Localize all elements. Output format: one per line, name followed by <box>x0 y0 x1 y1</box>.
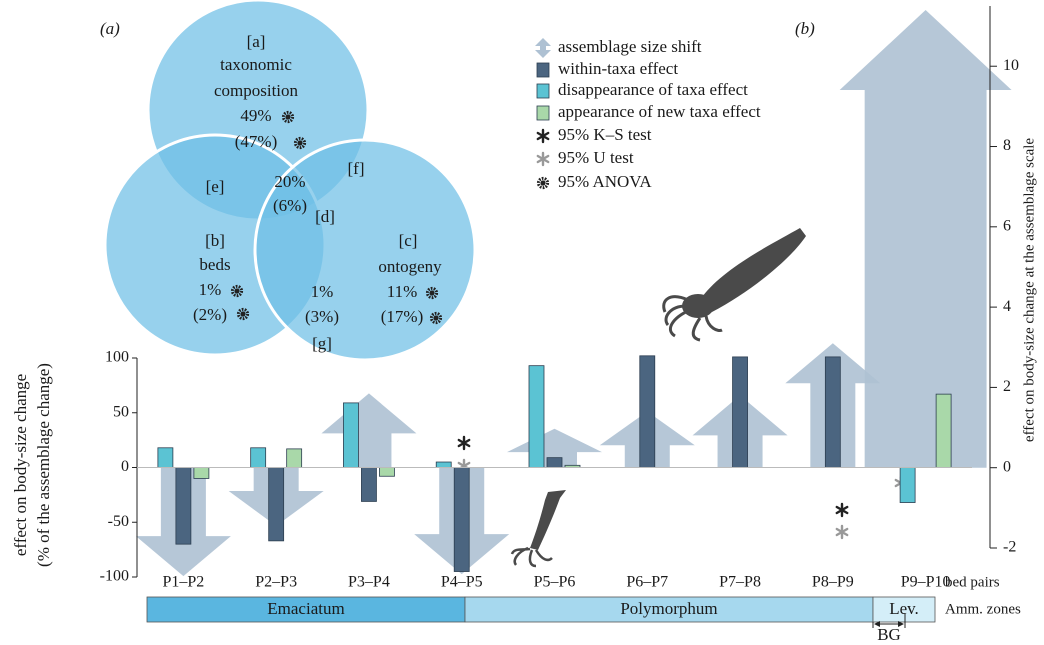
y-tick-label: 0 <box>121 458 129 475</box>
zone-label: Polymorphum <box>620 599 717 618</box>
x-tick-label: P8–P9 <box>812 574 854 591</box>
significance-star <box>837 526 847 538</box>
zone-label: Lev. <box>889 599 919 618</box>
bar <box>287 449 302 468</box>
x-tick-label: P7–P8 <box>719 574 761 591</box>
x-tick-label: P4–P5 <box>441 574 483 591</box>
venn-set-name: composition <box>214 81 299 100</box>
bar <box>936 394 951 467</box>
bar <box>900 468 915 503</box>
panel-label: (a) <box>100 19 120 38</box>
legend: 95% K–S test 95% U test 95% ANOVA assemb… <box>535 37 761 191</box>
bar <box>269 468 284 541</box>
bar <box>158 448 173 468</box>
venn-percent: (6%) <box>273 196 307 215</box>
legend-swatch <box>537 84 549 98</box>
bar <box>640 356 655 468</box>
venn-tag: [f] <box>348 159 365 178</box>
y-tick-label: 100 <box>105 349 129 366</box>
venn-percent: (3%) <box>305 307 339 326</box>
bar <box>379 468 394 477</box>
y2-tick-label: 6 <box>1003 217 1011 234</box>
legend-gear <box>538 178 547 187</box>
y-tick-label: -50 <box>108 513 129 530</box>
y2-tick-label: 8 <box>1003 137 1011 154</box>
y-tick-label: -100 <box>100 568 129 585</box>
venn-set-name: ontogeny <box>378 257 442 276</box>
figure: (a) (b) [a] taxonomic composition 49% (4… <box>0 0 1044 645</box>
y2-axis-title: effect on body-size change at the assemb… <box>1021 138 1037 443</box>
squid-icon <box>512 228 806 566</box>
y-axis-title: effect on body-size change <box>11 374 30 556</box>
venn-diagram: [a] taxonomic composition 49% (47%) [e] … <box>105 0 475 360</box>
venn-percent: 11% <box>387 282 418 301</box>
y2-tick-label: 4 <box>1003 298 1011 315</box>
venn-tag: [e] <box>206 177 225 196</box>
x-tick-label: P1–P2 <box>162 574 204 591</box>
size-shift-arrow <box>840 10 1012 468</box>
bar <box>529 366 544 468</box>
venn-set-name: beds <box>199 255 230 274</box>
x-tick-label: P3–P4 <box>348 574 390 591</box>
venn-tag: [b] <box>205 231 225 250</box>
legend-star <box>538 153 548 165</box>
bar <box>343 403 358 468</box>
legend-swatch <box>537 106 549 120</box>
venn-tag: [g] <box>312 334 332 353</box>
venn-tag: [d] <box>315 207 335 226</box>
legend-swatch <box>537 63 549 77</box>
venn-set-name: taxonomic <box>220 55 292 74</box>
legend-label: assemblage size shift <box>558 37 702 56</box>
legend-label: disappearance of taxa effect <box>558 80 748 99</box>
bar-layer <box>158 356 951 572</box>
legend-label: 95% K–S test <box>558 125 652 144</box>
y-tick-label: 50 <box>113 403 129 420</box>
venn-percent: 1% <box>199 280 222 299</box>
y2-tick-label: 0 <box>1003 458 1011 475</box>
venn-percent: (2%) <box>193 305 227 324</box>
y-axis-title: (% of the assemblage change) <box>34 363 53 567</box>
venn-percent: 20% <box>274 172 305 191</box>
legend-star <box>538 130 548 142</box>
page: (a) (b) [a] taxonomic composition 49% (4… <box>0 0 1044 645</box>
bar <box>176 468 191 545</box>
legend-label: within-taxa effect <box>558 59 678 78</box>
legend-label: appearance of new taxa effect <box>558 102 761 121</box>
venn-percent: 49% <box>240 106 271 125</box>
legend-arrow-icon <box>535 38 551 58</box>
y2-tick-label: 10 <box>1003 57 1019 74</box>
legend-label: 95% U test <box>558 148 634 167</box>
significance-star <box>837 504 847 516</box>
bar <box>251 448 266 468</box>
zone-label: Emaciatum <box>267 599 344 618</box>
x-tick-label: P5–P6 <box>534 574 576 591</box>
bar <box>547 458 562 468</box>
venn-percent: 1% <box>311 282 334 301</box>
venn-percent: (47%) <box>235 132 277 151</box>
x-tick-label: P6–P7 <box>626 574 668 591</box>
x-tick-label: P2–P3 <box>255 574 297 591</box>
bar <box>361 468 376 502</box>
y2-tick-label: 2 <box>1003 378 1011 395</box>
x-tick-label: P9–P10 <box>901 574 951 591</box>
venn-percent: (17%) <box>381 307 423 326</box>
legend-label: 95% ANOVA <box>558 172 652 191</box>
venn-tag: [a] <box>247 32 266 51</box>
bar <box>454 468 469 572</box>
significance-star <box>459 437 469 449</box>
venn-tag: [c] <box>399 231 418 250</box>
bracket-label: BG <box>877 625 901 644</box>
zone-bar <box>147 597 935 622</box>
zones-title: Amm. zones <box>945 601 1021 617</box>
y2-tick-label: -2 <box>1003 539 1016 556</box>
bar <box>436 462 451 467</box>
bar <box>733 357 748 468</box>
bar <box>194 468 209 479</box>
x-axis-title: bed pairs <box>945 574 1000 590</box>
panel-label: (b) <box>795 19 815 38</box>
size-shift-arrow <box>321 393 416 467</box>
bar <box>825 357 840 468</box>
